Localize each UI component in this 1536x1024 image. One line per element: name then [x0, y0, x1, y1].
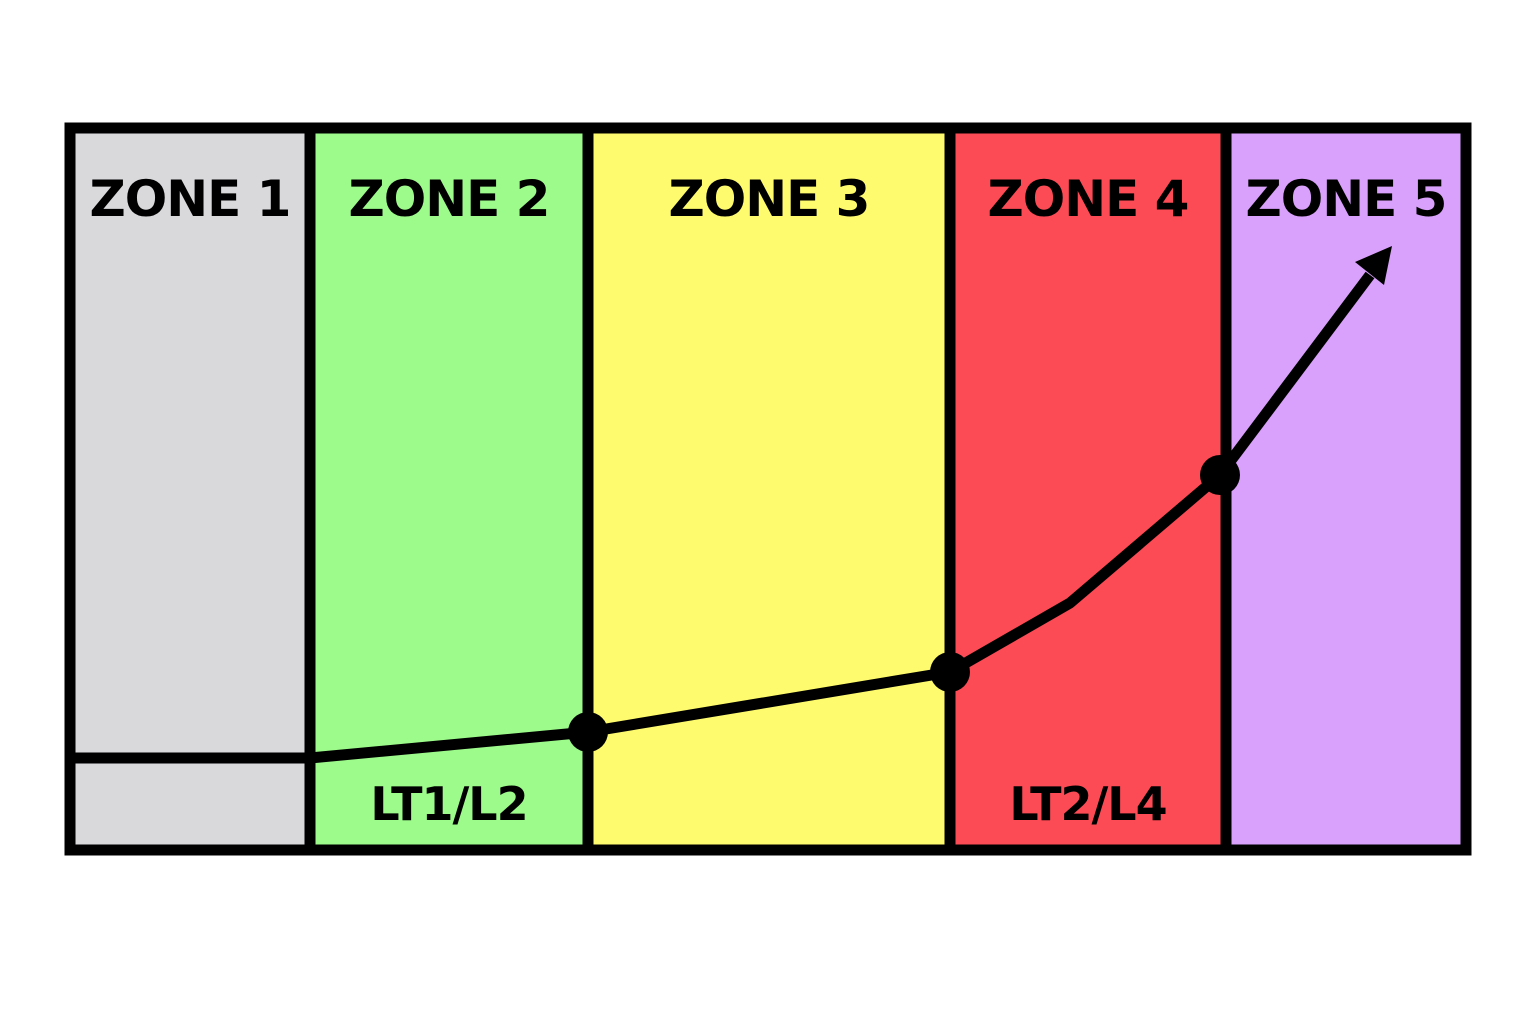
threshold-point-lt1	[568, 712, 608, 752]
threshold-point-zone5	[1200, 455, 1240, 495]
zone-2-label: ZONE 2	[349, 170, 550, 228]
zone-1-label: ZONE 1	[90, 170, 291, 228]
arrow-head-icon	[1355, 246, 1392, 285]
zone-3-band	[588, 128, 950, 850]
zone-5-band	[1226, 128, 1466, 850]
threshold-point-lt2	[930, 652, 970, 692]
zone-2-band	[310, 128, 588, 850]
zone-1-band	[70, 128, 310, 850]
zone-5-label: ZONE 5	[1246, 170, 1447, 228]
threshold-label-zone-2: LT1/L2	[370, 777, 527, 831]
threshold-label-zone-4: LT2/L4	[1009, 777, 1166, 831]
zone-3-label: ZONE 3	[669, 170, 870, 228]
zone-4-label: ZONE 4	[988, 170, 1189, 228]
lactate-curve	[309, 271, 1375, 764]
zone-4-band	[950, 128, 1226, 850]
diagram-frame	[64, 122, 1472, 856]
